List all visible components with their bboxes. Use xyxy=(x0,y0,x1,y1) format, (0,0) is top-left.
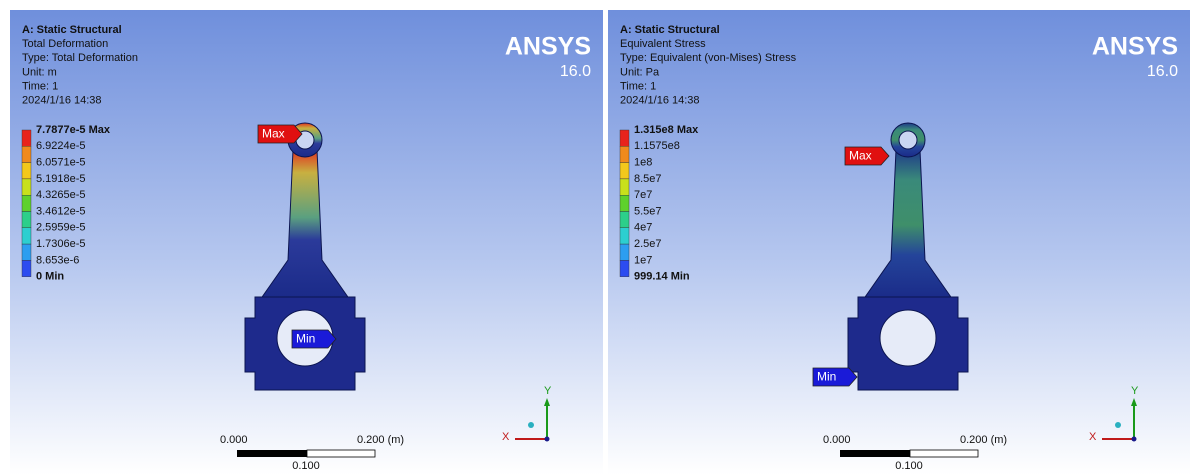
result-info: 2024/1/16 14:38 xyxy=(22,95,102,107)
result-info: Total Deformation xyxy=(22,38,108,50)
scale-mid: 0.100 xyxy=(895,460,923,472)
triad-z xyxy=(528,422,534,428)
legend-band xyxy=(22,244,31,260)
legend-band xyxy=(620,163,629,179)
result-info: 2024/1/16 14:38 xyxy=(620,95,700,107)
scale-mid: 0.100 xyxy=(292,460,320,472)
rod-small-bore xyxy=(899,131,917,149)
result-info: Time: 1 xyxy=(22,81,58,93)
legend-band xyxy=(22,146,31,162)
legend-label: 1.1575e8 xyxy=(634,140,680,152)
triad-origin xyxy=(545,437,550,442)
result-info: Type: Total Deformation xyxy=(22,52,138,64)
legend-label: 0 Min xyxy=(36,271,64,283)
legend-label: 5.1918e-5 xyxy=(36,173,86,185)
legend-band xyxy=(620,146,629,162)
result-info: Unit: m xyxy=(22,66,57,78)
scale-start: 0.000 xyxy=(823,434,851,446)
legend-band xyxy=(620,179,629,195)
result-info: Type: Equivalent (von-Mises) Stress xyxy=(620,52,797,64)
legend-label: 3.4612e-5 xyxy=(36,205,86,217)
triad-x-label: X xyxy=(1089,431,1097,443)
legend-label: 2.5e7 xyxy=(634,238,662,250)
scale-end: 0.200 (m) xyxy=(960,434,1007,446)
result-title: A: Static Structural xyxy=(620,24,720,36)
scale-bar-light xyxy=(307,450,375,457)
legend-band xyxy=(22,130,31,146)
legend-band xyxy=(620,130,629,146)
result-title: A: Static Structural xyxy=(22,24,122,36)
scale-bar-dark xyxy=(840,450,910,457)
brand-name: ANSYS xyxy=(505,33,591,61)
legend-label: 6.9224e-5 xyxy=(36,140,86,152)
brand-version: 16.0 xyxy=(1147,63,1178,80)
legend-label: 7e7 xyxy=(634,189,652,201)
legend-label: 1e8 xyxy=(634,157,652,169)
legend-band xyxy=(22,179,31,195)
triad-y-label: Y xyxy=(544,385,552,397)
legend-band xyxy=(22,163,31,179)
legend-band xyxy=(22,228,31,244)
legend-label: 7.7877e-5 Max xyxy=(36,124,111,136)
triad-z xyxy=(1115,422,1121,428)
scale-end: 0.200 (m) xyxy=(357,434,404,446)
brand-name: ANSYS xyxy=(1092,33,1178,61)
probe-label: Max xyxy=(849,149,872,163)
legend-band xyxy=(22,212,31,228)
probe-label: Max xyxy=(262,127,285,141)
legend-label: 1.315e8 Max xyxy=(634,124,699,136)
rod-big-bore xyxy=(880,310,936,366)
legend-band xyxy=(620,195,629,211)
legend-band xyxy=(22,260,31,276)
scale-bar-dark xyxy=(237,450,307,457)
result-info: Unit: Pa xyxy=(620,66,660,78)
legend-label: 2.5959e-5 xyxy=(36,222,86,234)
triad-x-label: X xyxy=(502,431,510,443)
scale-start: 0.000 xyxy=(220,434,248,446)
legend-label: 4.3265e-5 xyxy=(36,189,86,201)
triad-origin xyxy=(1132,437,1137,442)
legend-band xyxy=(620,244,629,260)
legend-band xyxy=(620,212,629,228)
legend-band xyxy=(22,195,31,211)
legend-label: 5.5e7 xyxy=(634,205,662,217)
probe-label: Min xyxy=(296,332,315,346)
brand-version: 16.0 xyxy=(560,63,591,80)
legend-label: 1e7 xyxy=(634,254,652,266)
legend-label: 6.0571e-5 xyxy=(36,157,86,169)
legend-label: 4e7 xyxy=(634,222,652,234)
legend-label: 999.14 Min xyxy=(634,271,690,283)
screen: A: Static Structural Total Deformation Typ… xyxy=(0,0,1194,475)
legend-label: 8.5e7 xyxy=(634,173,662,185)
result-info: Time: 1 xyxy=(620,81,656,93)
scale-bar-light xyxy=(910,450,978,457)
legend-label: 1.7306e-5 xyxy=(36,238,86,250)
legend-label: 8.653e-6 xyxy=(36,254,79,266)
legend-band xyxy=(620,260,629,276)
triad-y-label: Y xyxy=(1131,385,1139,397)
result-info: Equivalent Stress xyxy=(620,38,706,50)
probe-label: Min xyxy=(817,370,836,384)
legend-band xyxy=(620,228,629,244)
